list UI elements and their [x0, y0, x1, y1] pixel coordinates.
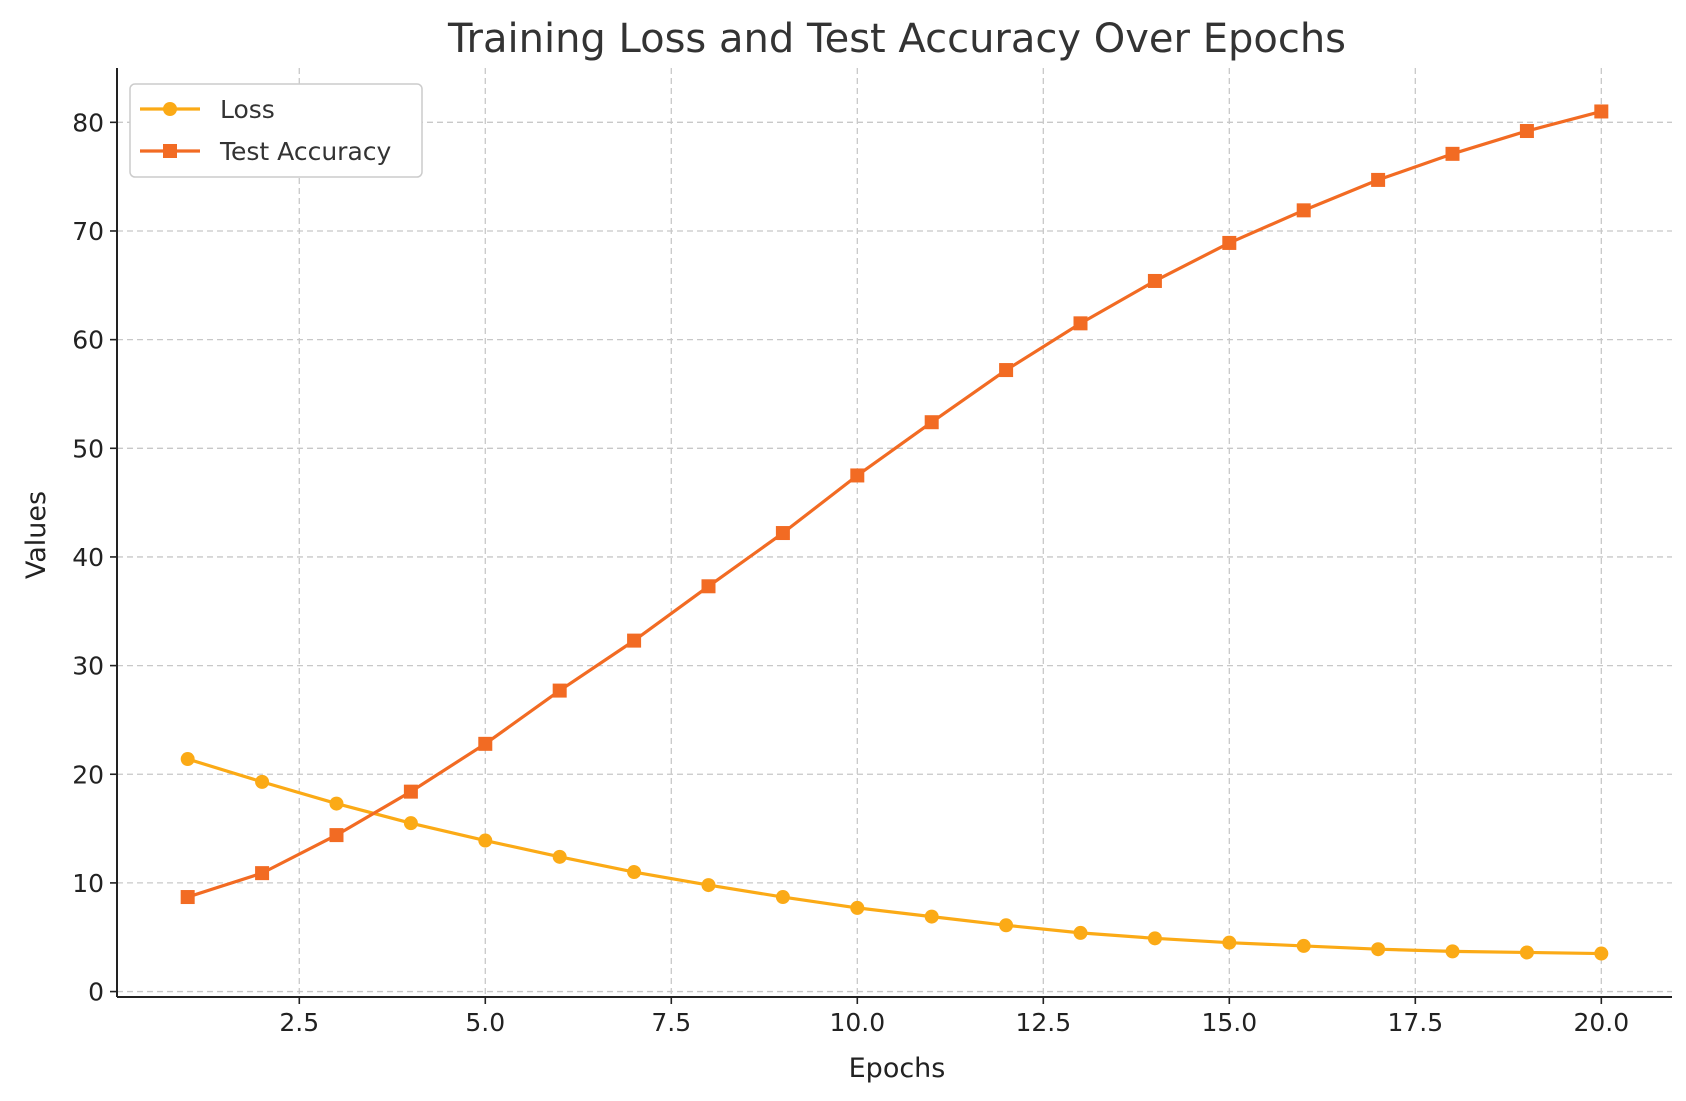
legend-item-loss: Loss — [140, 95, 275, 124]
y-axis-label: Values — [21, 491, 52, 579]
data-point-loss — [1594, 946, 1609, 961]
x-tick-label: 7.5 — [651, 1008, 691, 1037]
data-point-test-accuracy — [329, 828, 344, 843]
data-point-test-accuracy — [1296, 203, 1311, 218]
x-axis-label: Epochs — [849, 1053, 946, 1084]
data-point-loss — [924, 909, 939, 924]
data-point-test-accuracy — [478, 736, 493, 751]
y-tick-label: 70 — [72, 217, 104, 246]
data-point-test-accuracy — [1222, 235, 1237, 250]
data-point-test-accuracy — [255, 866, 270, 881]
legend-label-test-accuracy: Test Accuracy — [219, 137, 392, 166]
series-line-loss — [187, 757, 1602, 956]
legend-marker-test-accuracy — [163, 144, 177, 158]
x-tick-label: 12.5 — [1015, 1008, 1071, 1037]
data-point-loss — [1519, 945, 1534, 960]
data-point-test-accuracy — [403, 784, 418, 799]
data-point-loss — [1445, 944, 1460, 959]
grid — [117, 68, 1672, 997]
series-test-accuracy — [180, 104, 1609, 905]
data-point-loss — [1371, 942, 1386, 957]
series — [180, 104, 1609, 961]
chart-title: Training Loss and Test Accuracy Over Epo… — [447, 16, 1346, 62]
legend-label-loss: Loss — [220, 95, 275, 124]
data-point-test-accuracy — [701, 579, 716, 594]
data-point-test-accuracy — [1594, 104, 1609, 119]
y-tick-label: 80 — [72, 108, 104, 137]
data-point-test-accuracy — [1445, 146, 1460, 161]
y-ticks: 0 10 20 30 40 50 60 70 80 — [72, 108, 117, 1007]
data-point-loss — [329, 796, 344, 811]
x-tick-label: 15.0 — [1201, 1008, 1257, 1037]
data-point-loss — [701, 878, 716, 893]
data-point-test-accuracy — [1371, 172, 1386, 187]
data-point-test-accuracy — [1147, 273, 1162, 288]
data-point-test-accuracy — [999, 363, 1014, 378]
data-point-loss — [627, 865, 642, 880]
series-line-test-accuracy — [187, 109, 1602, 899]
axes — [116, 68, 1672, 998]
legend-item-test-accuracy: Test Accuracy — [140, 137, 392, 166]
data-point-loss — [999, 918, 1014, 933]
data-point-test-accuracy — [1073, 316, 1088, 331]
x-ticks: 2.5 5.0 7.5 10.0 12.5 15.0 17.5 20.0 — [279, 997, 1629, 1037]
y-tick-label: 60 — [72, 326, 104, 355]
data-point-loss — [1147, 931, 1162, 946]
data-point-test-accuracy — [627, 633, 642, 648]
legend-marker-loss — [163, 102, 177, 116]
data-point-loss — [552, 849, 567, 864]
data-point-loss — [850, 900, 865, 915]
data-point-loss — [180, 752, 195, 767]
x-tick-label: 10.0 — [829, 1008, 885, 1037]
data-point-test-accuracy — [180, 890, 195, 905]
data-point-test-accuracy — [775, 526, 790, 541]
data-point-loss — [1073, 925, 1088, 940]
x-tick-label: 5.0 — [465, 1008, 505, 1037]
data-point-loss — [255, 774, 270, 789]
data-point-test-accuracy — [552, 683, 567, 698]
x-tick-label: 17.5 — [1387, 1008, 1443, 1037]
data-point-loss — [403, 816, 418, 831]
x-tick-label: 20.0 — [1573, 1008, 1629, 1037]
y-tick-label: 50 — [72, 434, 104, 463]
data-point-test-accuracy — [1519, 124, 1534, 139]
y-tick-label: 20 — [72, 760, 104, 789]
data-point-loss — [1296, 938, 1311, 953]
series-loss — [180, 752, 1609, 961]
x-tick-label: 2.5 — [279, 1008, 319, 1037]
data-point-loss — [478, 833, 493, 848]
y-tick-label: 30 — [72, 652, 104, 681]
legend-box — [129, 83, 423, 178]
data-point-test-accuracy — [850, 468, 865, 483]
legend: Loss Test Accuracy — [129, 83, 423, 178]
legend-items: Loss Test Accuracy — [140, 95, 392, 166]
y-tick-label: 10 — [72, 869, 104, 898]
y-tick-label: 40 — [72, 543, 104, 572]
data-point-loss — [775, 890, 790, 905]
y-tick-label: 0 — [88, 978, 104, 1007]
data-point-loss — [1222, 935, 1237, 950]
data-point-test-accuracy — [924, 415, 939, 430]
